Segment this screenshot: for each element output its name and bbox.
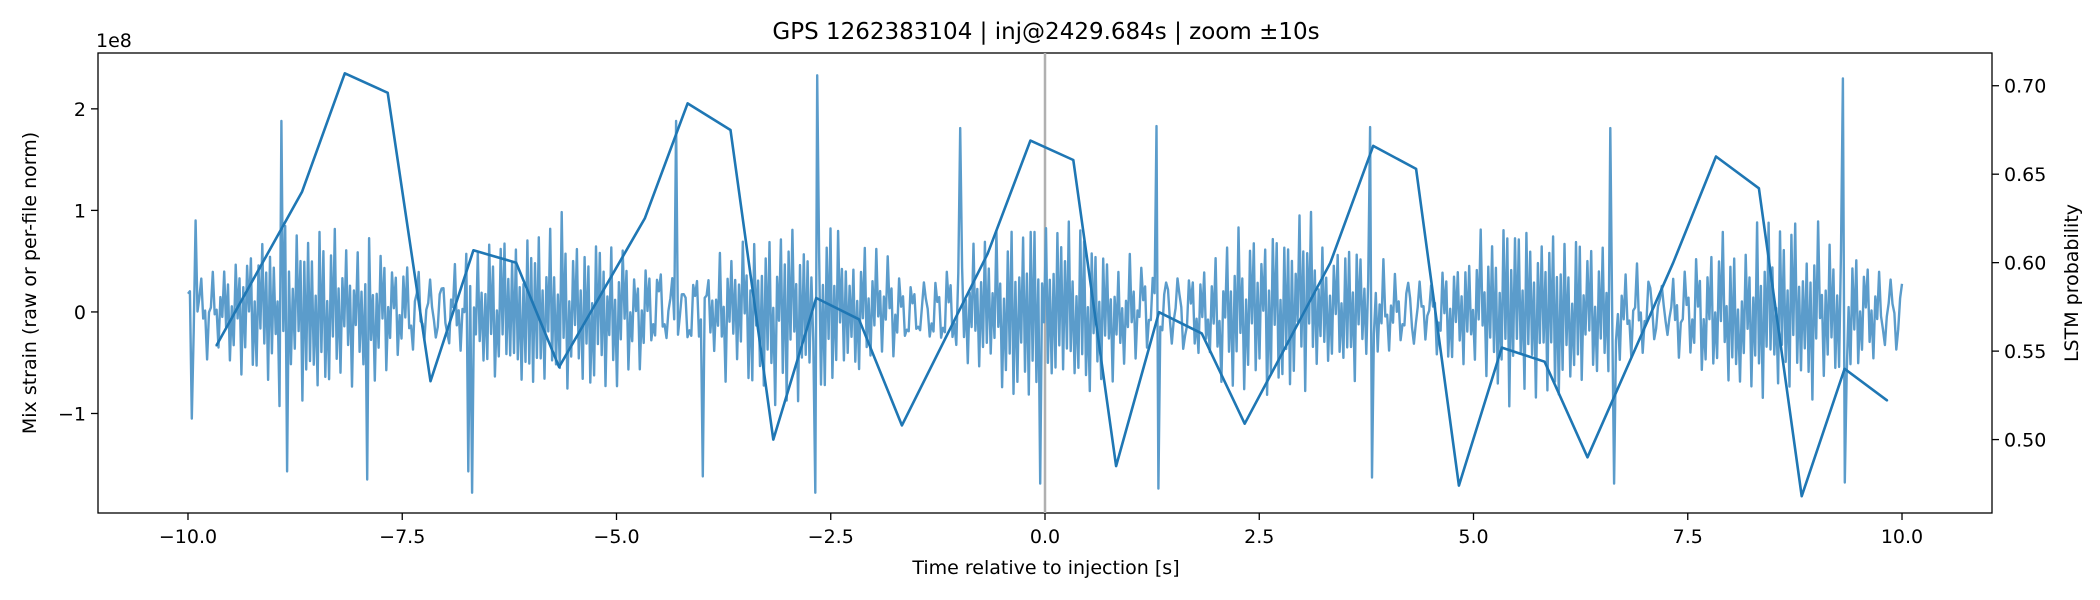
lstm-probability-point xyxy=(1586,456,1589,459)
lstm-probability-point xyxy=(729,129,732,131)
x-tick-label: 0.0 xyxy=(1030,526,1060,548)
y-tick-label: 0 xyxy=(74,302,86,324)
y-axis-label: Mix strain (raw or per-file norm) xyxy=(19,132,41,434)
lstm-probability-point xyxy=(815,297,817,299)
x-tick-label: 2.5 xyxy=(1244,526,1274,548)
x-tick-label: −10.0 xyxy=(159,526,217,548)
lstm-probability-point xyxy=(1329,261,1332,264)
y-tick-label: 1 xyxy=(74,200,86,222)
lstm-probability-point xyxy=(1500,346,1503,349)
lstm-probability-point xyxy=(858,318,860,321)
lstm-probability-point xyxy=(1843,368,1846,370)
y2-tick-label: 0.70 xyxy=(2004,76,2046,98)
lstm-probability-point xyxy=(558,366,560,368)
lstm-probability-point xyxy=(472,249,475,252)
x-tick-label: −5.0 xyxy=(593,526,639,548)
lstm-probability-point xyxy=(1543,360,1546,363)
lstm-probability-point xyxy=(1072,159,1075,161)
lstm-probability-point xyxy=(1715,155,1717,158)
lstm-probability-point xyxy=(1372,145,1375,147)
lstm-probability-point xyxy=(1158,311,1160,313)
x-axis-label: Time relative to injection [s] xyxy=(911,557,1179,579)
lstm-probability-point xyxy=(1243,422,1246,425)
lstm-probability-point xyxy=(686,102,689,105)
y2-tick-label: 0.50 xyxy=(2004,430,2046,452)
lstm-probability-point xyxy=(344,72,346,75)
y-axis-left: −1 0 1 2 xyxy=(58,99,98,425)
lstm-probability-point xyxy=(386,92,389,94)
y-axis-right: 0.50 0.55 0.60 0.65 0.70 xyxy=(1992,76,2046,452)
lstm-probability-point xyxy=(1886,399,1889,402)
x-tick-label: 7.5 xyxy=(1673,526,1703,548)
lstm-probability-point xyxy=(429,380,432,382)
x-axis: −10.0 −7.5 −5.0 −2.5 0.0 2.5 5.0 7.5 10.0 xyxy=(159,513,1923,548)
lstm-probability-point xyxy=(301,191,303,193)
lstm-probability-point xyxy=(643,217,646,220)
series-lstm-probability xyxy=(215,72,1889,498)
y-tick-label: 2 xyxy=(74,99,86,121)
x-tick-label: −7.5 xyxy=(379,526,425,548)
lstm-probability-point xyxy=(1758,187,1760,190)
lstm-probability-point xyxy=(901,424,903,427)
lstm-probability-point xyxy=(1415,168,1417,170)
lstm-probability-point xyxy=(1458,484,1460,487)
y2-axis-label: LSTM probability xyxy=(2061,204,2083,362)
chart-title: GPS 1262383104 | inj@2429.684s | zoom ±1… xyxy=(772,19,1319,45)
lstm-probability-point xyxy=(772,438,775,441)
lstm-probability-point xyxy=(215,345,218,347)
mix-strain-line xyxy=(187,74,1904,494)
lstm-probability-point xyxy=(1672,261,1674,264)
lstm-probability-point xyxy=(1115,465,1117,467)
y2-tick-label: 0.60 xyxy=(2004,253,2046,275)
y2-tick-label: 0.65 xyxy=(2004,164,2046,186)
x-tick-label: −2.5 xyxy=(808,526,854,548)
lstm-probability-point xyxy=(1800,495,1803,497)
lstm-probability-point xyxy=(1029,139,1032,142)
lstm-probability-point xyxy=(1201,332,1203,335)
lstm-probability-point xyxy=(986,253,989,255)
x-tick-label: 10.0 xyxy=(1881,526,1923,548)
series-mix-strain xyxy=(187,74,1904,494)
y2-tick-label: 0.55 xyxy=(2004,341,2046,363)
y-tick-label: −1 xyxy=(58,403,86,425)
x-tick-label: 5.0 xyxy=(1458,526,1488,548)
y-axis-offset-text: 1e8 xyxy=(96,30,132,52)
lstm-probability-point xyxy=(515,261,518,264)
